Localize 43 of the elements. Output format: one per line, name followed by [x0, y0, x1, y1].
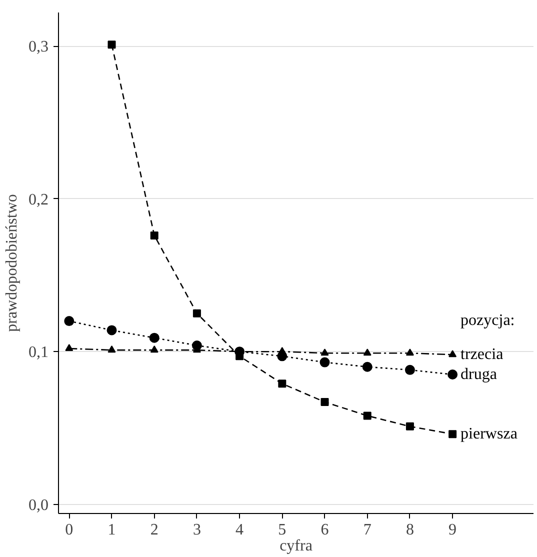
- point: [65, 344, 74, 352]
- x-axis-title: cyfra: [280, 538, 312, 554]
- point: [108, 40, 116, 49]
- legend-title: pozycja:: [460, 312, 515, 330]
- point: [363, 412, 372, 420]
- point: [320, 398, 329, 406]
- point: [363, 348, 372, 356]
- y-tick-label: 0,2: [28, 191, 48, 208]
- y-tick-label: 0,0: [28, 496, 48, 514]
- point: [278, 380, 286, 388]
- point: [406, 422, 414, 430]
- point: [150, 346, 158, 353]
- point: [448, 430, 457, 438]
- x-tick-label: 8: [406, 522, 414, 538]
- y-tick-label: 0,1: [28, 344, 48, 362]
- y-tick-label: 0,3: [28, 38, 48, 56]
- x-tick-label: 2: [150, 522, 158, 538]
- point: [192, 309, 201, 318]
- point: [64, 316, 74, 326]
- point: [278, 347, 286, 354]
- point: [406, 348, 414, 356]
- x-tick-label: 4: [236, 522, 244, 538]
- x-tick-label: 7: [363, 522, 372, 538]
- point: [150, 232, 158, 240]
- x-tick-label: 3: [192, 522, 201, 538]
- point: [404, 364, 415, 375]
- point: [149, 332, 160, 343]
- point: [106, 325, 117, 336]
- point: [362, 362, 372, 372]
- point: [448, 350, 457, 358]
- point: [320, 348, 329, 356]
- y-axis-title: prawdopodobieństwo: [4, 194, 20, 332]
- x-tick-label: 1: [108, 522, 116, 538]
- point: [108, 346, 116, 353]
- x-tick-label: 0: [65, 522, 74, 538]
- series-label: druga: [460, 366, 497, 384]
- x-tick-label: 9: [448, 522, 457, 538]
- x-tick-label: 5: [278, 522, 286, 538]
- point: [320, 357, 330, 368]
- series-label: pierwsza: [460, 426, 518, 443]
- series-label: trzecia: [460, 346, 504, 364]
- x-tick-label: 6: [320, 522, 329, 538]
- point: [448, 370, 458, 380]
